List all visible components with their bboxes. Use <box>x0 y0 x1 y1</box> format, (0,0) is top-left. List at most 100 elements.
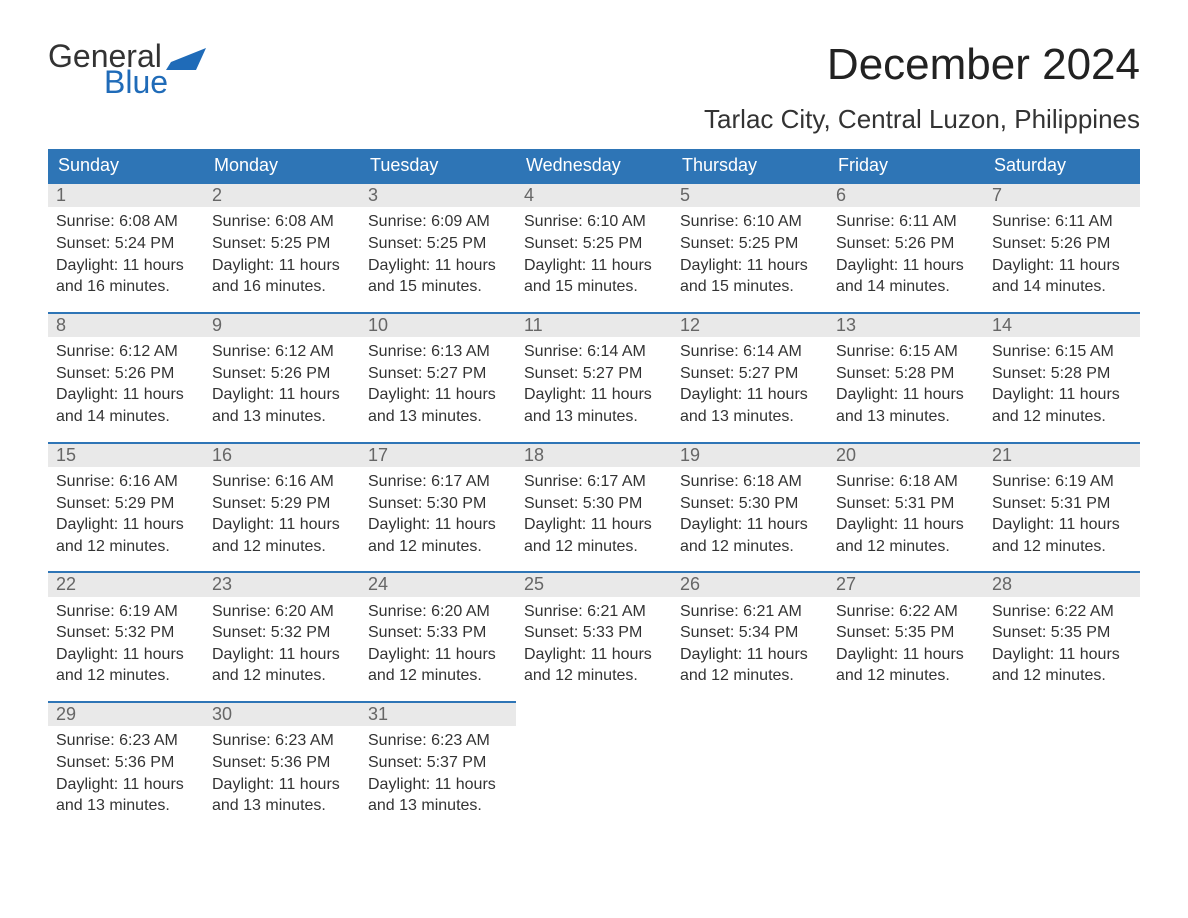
sunrise-text: Sunrise: 6:10 AM <box>680 211 820 233</box>
sunrise-text: Sunrise: 6:11 AM <box>992 211 1132 233</box>
sunset-text: Sunset: 5:37 PM <box>368 752 508 774</box>
logo: General Blue <box>48 40 206 98</box>
month-title: December 2024 <box>827 40 1140 90</box>
day-body: Sunrise: 6:10 AMSunset: 5:25 PMDaylight:… <box>672 207 828 297</box>
sunset-text: Sunset: 5:27 PM <box>524 363 664 385</box>
sunrise-text: Sunrise: 6:23 AM <box>368 730 508 752</box>
sunset-text: Sunset: 5:26 PM <box>212 363 352 385</box>
sunrise-text: Sunrise: 6:15 AM <box>836 341 976 363</box>
sunrise-text: Sunrise: 6:21 AM <box>524 601 664 623</box>
empty-day-cell <box>828 701 984 817</box>
sunrise-text: Sunrise: 6:20 AM <box>212 601 352 623</box>
daylight-line1: Daylight: 11 hours <box>212 644 352 666</box>
day-number: 18 <box>516 442 672 467</box>
sunrise-text: Sunrise: 6:12 AM <box>212 341 352 363</box>
dayname-sunday: Sunday <box>48 149 204 182</box>
daylight-line2: and 12 minutes. <box>368 536 508 558</box>
daylight-line1: Daylight: 11 hours <box>992 644 1132 666</box>
day-number: 25 <box>516 571 672 596</box>
day-number: 23 <box>204 571 360 596</box>
sunset-text: Sunset: 5:28 PM <box>992 363 1132 385</box>
daylight-line2: and 12 minutes. <box>992 406 1132 428</box>
day-cell: 5Sunrise: 6:10 AMSunset: 5:25 PMDaylight… <box>672 182 828 298</box>
day-cell: 3Sunrise: 6:09 AMSunset: 5:25 PMDaylight… <box>360 182 516 298</box>
day-cell: 24Sunrise: 6:20 AMSunset: 5:33 PMDayligh… <box>360 571 516 687</box>
day-cell: 25Sunrise: 6:21 AMSunset: 5:33 PMDayligh… <box>516 571 672 687</box>
daylight-line2: and 13 minutes. <box>212 795 352 817</box>
day-number: 29 <box>48 701 204 726</box>
header: General Blue December 2024 <box>48 40 1140 98</box>
sunrise-text: Sunrise: 6:14 AM <box>524 341 664 363</box>
dayname-row: Sunday Monday Tuesday Wednesday Thursday… <box>48 149 1140 182</box>
day-cell: 9Sunrise: 6:12 AMSunset: 5:26 PMDaylight… <box>204 312 360 428</box>
daylight-line1: Daylight: 11 hours <box>836 514 976 536</box>
day-number: 31 <box>360 701 516 726</box>
day-body: Sunrise: 6:14 AMSunset: 5:27 PMDaylight:… <box>672 337 828 427</box>
day-cell: 14Sunrise: 6:15 AMSunset: 5:28 PMDayligh… <box>984 312 1140 428</box>
day-number: 5 <box>672 182 828 207</box>
day-number: 7 <box>984 182 1140 207</box>
daylight-line2: and 13 minutes. <box>680 406 820 428</box>
sunset-text: Sunset: 5:33 PM <box>368 622 508 644</box>
sunset-text: Sunset: 5:25 PM <box>368 233 508 255</box>
sunrise-text: Sunrise: 6:14 AM <box>680 341 820 363</box>
daylight-line2: and 15 minutes. <box>524 276 664 298</box>
day-number: 14 <box>984 312 1140 337</box>
day-body: Sunrise: 6:19 AMSunset: 5:32 PMDaylight:… <box>48 597 204 687</box>
day-cell: 26Sunrise: 6:21 AMSunset: 5:34 PMDayligh… <box>672 571 828 687</box>
week-row: 29Sunrise: 6:23 AMSunset: 5:36 PMDayligh… <box>48 701 1140 817</box>
day-number: 11 <box>516 312 672 337</box>
daylight-line2: and 12 minutes. <box>56 536 196 558</box>
daylight-line2: and 13 minutes. <box>368 795 508 817</box>
day-cell: 12Sunrise: 6:14 AMSunset: 5:27 PMDayligh… <box>672 312 828 428</box>
sunset-text: Sunset: 5:24 PM <box>56 233 196 255</box>
sunset-text: Sunset: 5:28 PM <box>836 363 976 385</box>
day-body: Sunrise: 6:22 AMSunset: 5:35 PMDaylight:… <box>984 597 1140 687</box>
daylight-line2: and 12 minutes. <box>992 536 1132 558</box>
daylight-line2: and 12 minutes. <box>836 536 976 558</box>
day-number: 27 <box>828 571 984 596</box>
day-cell: 20Sunrise: 6:18 AMSunset: 5:31 PMDayligh… <box>828 442 984 558</box>
week-row: 15Sunrise: 6:16 AMSunset: 5:29 PMDayligh… <box>48 442 1140 558</box>
sunset-text: Sunset: 5:25 PM <box>524 233 664 255</box>
daylight-line2: and 13 minutes. <box>212 406 352 428</box>
sunrise-text: Sunrise: 6:22 AM <box>992 601 1132 623</box>
day-cell: 18Sunrise: 6:17 AMSunset: 5:30 PMDayligh… <box>516 442 672 558</box>
week-row: 1Sunrise: 6:08 AMSunset: 5:24 PMDaylight… <box>48 182 1140 298</box>
sunrise-text: Sunrise: 6:17 AM <box>524 471 664 493</box>
daylight-line2: and 12 minutes. <box>212 536 352 558</box>
day-cell: 29Sunrise: 6:23 AMSunset: 5:36 PMDayligh… <box>48 701 204 817</box>
sunset-text: Sunset: 5:26 PM <box>992 233 1132 255</box>
sunrise-text: Sunrise: 6:23 AM <box>212 730 352 752</box>
sunrise-text: Sunrise: 6:08 AM <box>56 211 196 233</box>
daylight-line1: Daylight: 11 hours <box>992 255 1132 277</box>
day-number: 17 <box>360 442 516 467</box>
day-cell: 23Sunrise: 6:20 AMSunset: 5:32 PMDayligh… <box>204 571 360 687</box>
location-text: Tarlac City, Central Luzon, Philippines <box>48 104 1140 135</box>
daylight-line2: and 13 minutes. <box>368 406 508 428</box>
daylight-line2: and 12 minutes. <box>680 665 820 687</box>
day-cell: 17Sunrise: 6:17 AMSunset: 5:30 PMDayligh… <box>360 442 516 558</box>
day-cell: 2Sunrise: 6:08 AMSunset: 5:25 PMDaylight… <box>204 182 360 298</box>
day-number: 22 <box>48 571 204 596</box>
daylight-line1: Daylight: 11 hours <box>212 384 352 406</box>
day-body: Sunrise: 6:22 AMSunset: 5:35 PMDaylight:… <box>828 597 984 687</box>
day-number: 8 <box>48 312 204 337</box>
daylight-line1: Daylight: 11 hours <box>524 644 664 666</box>
daylight-line1: Daylight: 11 hours <box>212 514 352 536</box>
sunrise-text: Sunrise: 6:23 AM <box>56 730 196 752</box>
day-body: Sunrise: 6:15 AMSunset: 5:28 PMDaylight:… <box>828 337 984 427</box>
daylight-line1: Daylight: 11 hours <box>368 774 508 796</box>
daylight-line1: Daylight: 11 hours <box>680 644 820 666</box>
sunrise-text: Sunrise: 6:13 AM <box>368 341 508 363</box>
day-number: 13 <box>828 312 984 337</box>
sunrise-text: Sunrise: 6:19 AM <box>56 601 196 623</box>
weeks-container: 1Sunrise: 6:08 AMSunset: 5:24 PMDaylight… <box>48 182 1140 817</box>
day-number: 4 <box>516 182 672 207</box>
day-number: 24 <box>360 571 516 596</box>
sunset-text: Sunset: 5:26 PM <box>56 363 196 385</box>
sunrise-text: Sunrise: 6:11 AM <box>836 211 976 233</box>
day-number: 12 <box>672 312 828 337</box>
daylight-line1: Daylight: 11 hours <box>992 514 1132 536</box>
day-number: 16 <box>204 442 360 467</box>
